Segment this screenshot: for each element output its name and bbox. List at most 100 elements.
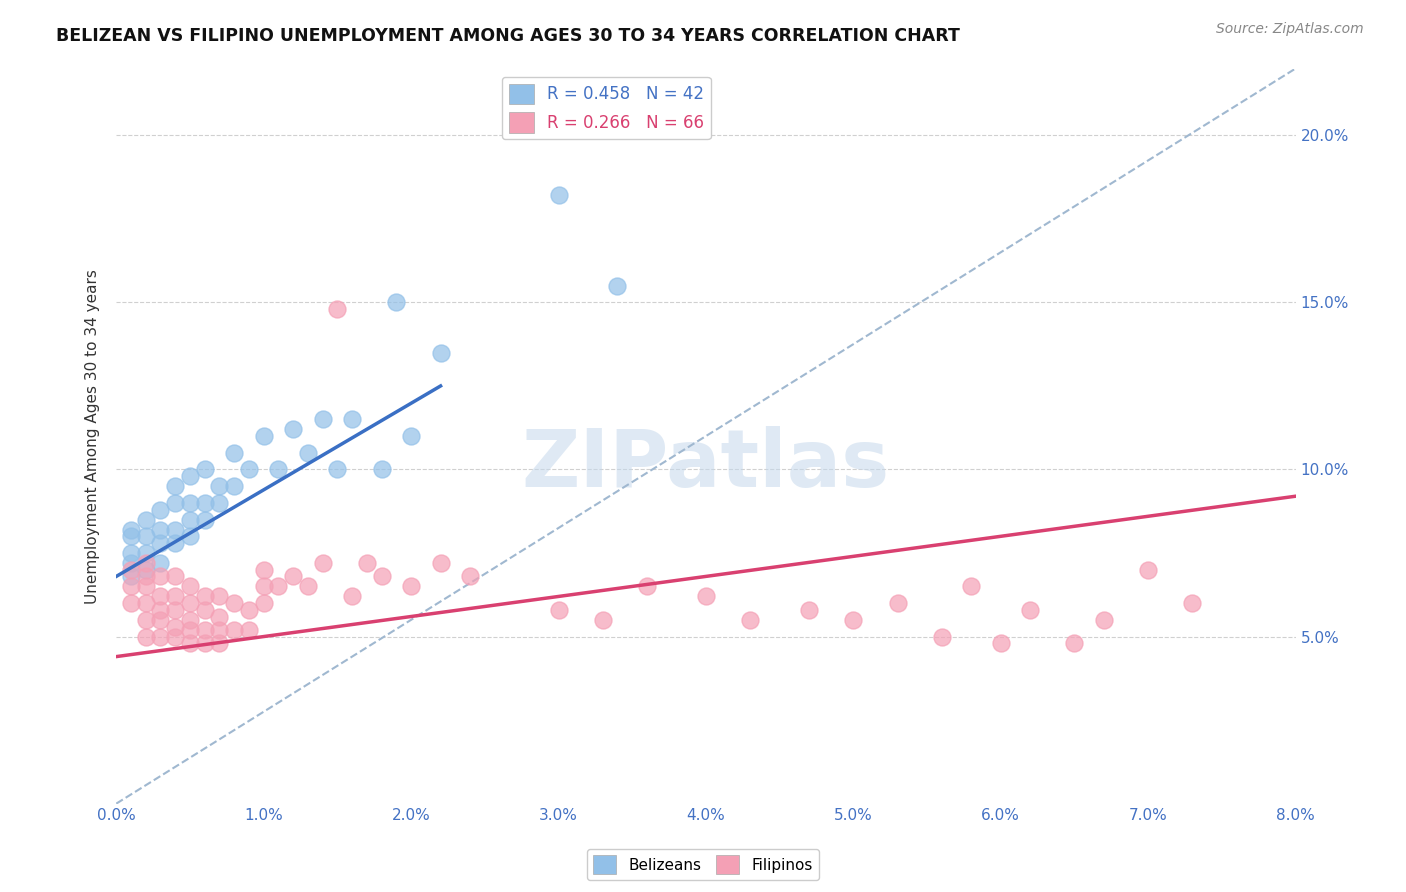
- Point: [636, 579, 658, 593]
- Point: [238, 623, 260, 637]
- Point: [253, 596, 276, 610]
- Point: [194, 513, 217, 527]
- Text: Source: ZipAtlas.com: Source: ZipAtlas.com: [1216, 22, 1364, 37]
- Legend: Belizeans, Filipinos: Belizeans, Filipinos: [586, 849, 820, 880]
- Point: [179, 496, 201, 510]
- Point: [429, 556, 451, 570]
- Point: [356, 556, 378, 570]
- Point: [149, 630, 172, 644]
- Point: [208, 479, 231, 493]
- Point: [165, 479, 187, 493]
- Point: [253, 579, 276, 593]
- Point: [135, 579, 157, 593]
- Point: [135, 630, 157, 644]
- Point: [886, 596, 908, 610]
- Point: [740, 613, 762, 627]
- Point: [165, 536, 187, 550]
- Point: [120, 596, 142, 610]
- Point: [547, 188, 569, 202]
- Point: [149, 556, 172, 570]
- Point: [1063, 636, 1085, 650]
- Point: [194, 623, 217, 637]
- Point: [208, 636, 231, 650]
- Point: [238, 462, 260, 476]
- Point: [311, 412, 333, 426]
- Point: [1181, 596, 1204, 610]
- Point: [429, 345, 451, 359]
- Point: [120, 529, 142, 543]
- Point: [547, 603, 569, 617]
- Point: [326, 302, 349, 317]
- Point: [311, 556, 333, 570]
- Point: [224, 446, 246, 460]
- Point: [194, 496, 217, 510]
- Point: [194, 636, 217, 650]
- Point: [120, 523, 142, 537]
- Point: [208, 609, 231, 624]
- Point: [179, 529, 201, 543]
- Point: [340, 590, 363, 604]
- Point: [165, 523, 187, 537]
- Point: [326, 462, 349, 476]
- Text: BELIZEAN VS FILIPINO UNEMPLOYMENT AMONG AGES 30 TO 34 YEARS CORRELATION CHART: BELIZEAN VS FILIPINO UNEMPLOYMENT AMONG …: [56, 27, 960, 45]
- Point: [267, 462, 290, 476]
- Point: [179, 469, 201, 483]
- Point: [179, 613, 201, 627]
- Point: [179, 579, 201, 593]
- Point: [458, 569, 481, 583]
- Point: [194, 462, 217, 476]
- Point: [253, 429, 276, 443]
- Point: [149, 536, 172, 550]
- Point: [224, 479, 246, 493]
- Point: [149, 603, 172, 617]
- Point: [165, 619, 187, 633]
- Legend: R = 0.458   N = 42, R = 0.266   N = 66: R = 0.458 N = 42, R = 0.266 N = 66: [502, 77, 710, 139]
- Point: [120, 546, 142, 560]
- Point: [297, 579, 319, 593]
- Point: [135, 613, 157, 627]
- Point: [1019, 603, 1042, 617]
- Point: [297, 446, 319, 460]
- Point: [179, 636, 201, 650]
- Point: [208, 623, 231, 637]
- Point: [120, 563, 142, 577]
- Point: [695, 590, 717, 604]
- Point: [135, 563, 157, 577]
- Point: [165, 590, 187, 604]
- Point: [253, 563, 276, 577]
- Point: [165, 603, 187, 617]
- Point: [842, 613, 865, 627]
- Point: [135, 556, 157, 570]
- Point: [194, 603, 217, 617]
- Point: [208, 496, 231, 510]
- Point: [135, 513, 157, 527]
- Point: [797, 603, 820, 617]
- Point: [1092, 613, 1115, 627]
- Point: [990, 636, 1012, 650]
- Point: [135, 529, 157, 543]
- Point: [224, 596, 246, 610]
- Y-axis label: Unemployment Among Ages 30 to 34 years: Unemployment Among Ages 30 to 34 years: [86, 268, 100, 604]
- Point: [283, 422, 305, 436]
- Point: [283, 569, 305, 583]
- Point: [238, 603, 260, 617]
- Point: [135, 596, 157, 610]
- Point: [149, 502, 172, 516]
- Point: [120, 569, 142, 583]
- Point: [224, 623, 246, 637]
- Point: [194, 590, 217, 604]
- Point: [370, 569, 392, 583]
- Point: [208, 590, 231, 604]
- Point: [370, 462, 392, 476]
- Point: [267, 579, 290, 593]
- Point: [179, 623, 201, 637]
- Point: [399, 579, 422, 593]
- Text: ZIPatlas: ZIPatlas: [522, 426, 890, 505]
- Point: [592, 613, 614, 627]
- Point: [606, 278, 628, 293]
- Point: [165, 496, 187, 510]
- Point: [149, 569, 172, 583]
- Point: [179, 596, 201, 610]
- Point: [149, 523, 172, 537]
- Point: [340, 412, 363, 426]
